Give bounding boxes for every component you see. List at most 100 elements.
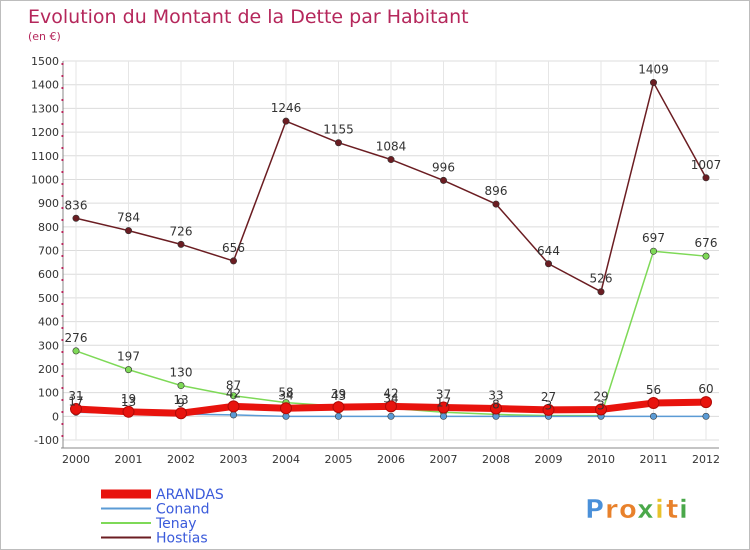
data-label-arandas: 27 (541, 390, 556, 404)
axis-dot (61, 219, 64, 221)
data-label-tenay: 3 (545, 399, 553, 413)
point-tenay (649, 247, 657, 255)
point-conand (387, 412, 395, 420)
legend-label: ARANDAS (156, 487, 224, 503)
axis-dot (61, 75, 64, 77)
chart-subtitle: (en €) (28, 30, 61, 43)
data-label-arandas: 42 (226, 386, 241, 400)
axis-dot (61, 87, 64, 89)
data-label-arandas: 19 (121, 392, 136, 406)
axis-dot (61, 291, 64, 293)
data-label-tenay: 8 (492, 397, 500, 411)
data-label-hostias: 896 (485, 184, 508, 198)
logo-letter: i (655, 495, 664, 525)
y-tick-label: 900 (38, 197, 59, 210)
data-label-hostias: 1007 (691, 158, 722, 172)
axis-dot (61, 171, 64, 173)
data-label-tenay: 676 (695, 236, 718, 250)
y-tick-label: 800 (38, 221, 59, 234)
point-hostias (334, 139, 342, 147)
logo-letter: x (637, 495, 654, 525)
data-label-tenay: 697 (642, 231, 665, 245)
logo-letter: P (585, 495, 604, 525)
point-conand (334, 412, 342, 420)
point-arandas (542, 403, 555, 416)
data-label-arandas: 31 (68, 389, 83, 403)
data-label-conand: 9 (177, 396, 185, 410)
axis-dot (61, 63, 64, 65)
data-label-hostias: 1084 (376, 140, 407, 154)
y-tick-label: 200 (38, 363, 59, 376)
point-hostias (387, 156, 395, 164)
axis-dot (61, 183, 64, 185)
axis-dot (61, 111, 64, 113)
data-label-arandas: 34 (278, 388, 293, 402)
point-hostias (439, 176, 447, 184)
point-hostias (597, 288, 605, 296)
x-tick-label: 2009 (535, 453, 563, 466)
x-tick-label: 2010 (587, 453, 615, 466)
axis-dot (61, 303, 64, 305)
data-label-hostias: 784 (117, 211, 140, 225)
axis-dot (61, 411, 64, 413)
axis-dot (61, 123, 64, 125)
point-arandas (227, 400, 240, 413)
logo-letter: r (605, 495, 618, 525)
data-label-tenay: 34 (383, 391, 398, 405)
data-label-tenay: 58 (278, 386, 293, 400)
x-tick-label: 2011 (640, 453, 668, 466)
y-tick-label: 1500 (31, 55, 59, 68)
data-label-arandas: 39 (331, 387, 346, 401)
axis-dot (61, 135, 64, 137)
point-hostias (649, 79, 657, 87)
data-label-conand: 17 (68, 394, 83, 408)
point-hostias (125, 227, 133, 235)
axis-dot (61, 99, 64, 101)
data-label-arandas: 37 (436, 388, 451, 402)
y-tick-label: 300 (38, 339, 59, 352)
y-tick-label: 1100 (31, 150, 59, 163)
data-label-hostias: 1246 (271, 101, 302, 115)
axis-dot (61, 267, 64, 269)
axis-dot (61, 243, 64, 245)
y-tick-label: 1200 (31, 126, 59, 139)
point-hostias (177, 240, 185, 248)
data-label-conand: 13 (121, 395, 136, 409)
x-tick-label: 2005 (325, 453, 353, 466)
point-arandas (437, 401, 450, 414)
axis-dot (61, 315, 64, 317)
y-tick-label: 100 (38, 387, 59, 400)
point-conand (439, 412, 447, 420)
y-tick-label: -100 (34, 434, 59, 447)
point-hostias (544, 260, 552, 268)
point-arandas (280, 402, 292, 415)
logo-letter: t (666, 495, 678, 525)
data-label-arandas: 42 (383, 386, 398, 400)
axis-dot (61, 423, 64, 425)
logo-letter: i (679, 495, 688, 525)
y-tick-label: 1300 (31, 102, 59, 115)
y-tick-label: 700 (38, 245, 59, 258)
legend-label: Conand (156, 502, 210, 518)
axis-dot (61, 207, 64, 209)
data-label-hostias: 644 (537, 244, 560, 258)
x-tick-label: 2003 (220, 453, 248, 466)
point-tenay (702, 252, 710, 260)
legend-label: Hostias (156, 531, 208, 547)
point-hostias (230, 257, 238, 265)
x-tick-label: 2004 (272, 453, 300, 466)
data-label-tenay: 276 (65, 331, 88, 345)
y-tick-label: 500 (38, 292, 59, 305)
axis-dot (61, 387, 64, 389)
data-label-hostias: 1155 (323, 123, 354, 137)
point-conand (649, 412, 657, 420)
point-arandas (595, 403, 607, 416)
x-tick-label: 2006 (377, 453, 405, 466)
point-arandas (385, 400, 397, 413)
axis-dot (61, 159, 64, 161)
data-label-tenay: 43 (331, 389, 346, 403)
data-label-hostias: 996 (432, 160, 455, 174)
point-arandas (490, 402, 502, 415)
axis-dot (61, 147, 64, 149)
point-hostias (282, 117, 290, 125)
